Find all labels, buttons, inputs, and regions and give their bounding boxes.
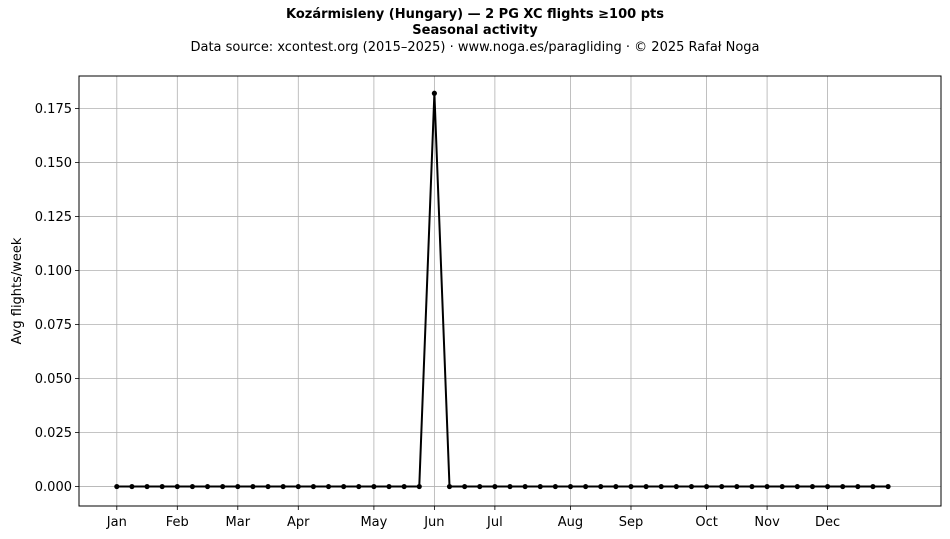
data-point-week-11 [280, 483, 286, 490]
data-point-week-41 [734, 483, 740, 490]
data-point-week-31 [583, 483, 589, 490]
x-tick-label-mar: Mar [226, 515, 251, 530]
data-point-week-49 [855, 483, 861, 490]
y-tick-label: 0.000 [35, 480, 72, 495]
y-axis-label: Avg flights/week [10, 237, 25, 344]
data-point-week-12 [295, 483, 301, 490]
data-point-week-0 [114, 483, 120, 490]
data-point-week-23 [462, 483, 468, 490]
x-tick-label-dec: Dec [815, 515, 840, 530]
data-point-week-36 [658, 483, 664, 490]
y-tick-label: 0.075 [35, 318, 72, 333]
data-point-week-5 [189, 483, 196, 490]
x-tick-label-sep: Sep [619, 515, 644, 530]
data-point-week-13 [310, 483, 317, 490]
data-point-week-15 [341, 483, 347, 490]
data-point-week-46 [809, 483, 816, 490]
data-point-week-44 [779, 483, 785, 490]
data-point-week-47 [824, 483, 831, 490]
chart-title: Kozármisleny (Hungary) — 2 PG XC flights… [286, 7, 664, 22]
data-point-week-42 [749, 483, 755, 490]
data-point-week-37 [673, 483, 679, 490]
y-axis: 0.000 0.025 0.050 0.075 0.100 0.125 0.150 0.175 [35, 102, 79, 495]
data-point-week-33 [613, 483, 619, 490]
data-point-week-3 [159, 483, 165, 490]
data-point-week-14 [325, 483, 332, 490]
data-point-week-8 [235, 483, 241, 490]
y-tick-label: 0.125 [35, 210, 72, 225]
data-point-week-30 [567, 483, 574, 490]
data-point-week-18 [386, 483, 392, 490]
y-tick-label: 0.150 [35, 156, 72, 171]
data-point-week-34 [628, 483, 634, 490]
data-point-week-24 [477, 483, 483, 490]
data-point-week-51 [885, 483, 891, 490]
data-point-week-2 [144, 483, 150, 490]
data-point-week-50 [870, 483, 876, 490]
plot-frame [78, 75, 942, 507]
data-point-week-39 [703, 483, 710, 490]
data-point-week-32 [598, 483, 604, 490]
data-point-week-28 [537, 483, 543, 490]
data-point-week-9 [250, 483, 256, 490]
data-point-week-29 [552, 483, 558, 490]
x-tick-label-feb: Feb [166, 515, 189, 530]
data-point-week-27 [522, 483, 528, 490]
data-point-week-17 [371, 483, 377, 490]
data-point-week-48 [840, 483, 846, 490]
grid-lines [79, 76, 941, 506]
series-line [116, 93, 889, 488]
data-point-week-21 [431, 90, 437, 96]
x-tick-label-jul: Jul [486, 515, 503, 530]
x-tick-label-jun: Jun [423, 515, 444, 530]
x-tick-label-nov: Nov [754, 515, 780, 530]
chart-title-line2: Seasonal activity [412, 23, 538, 38]
x-tick-label-apr: Apr [287, 515, 310, 530]
x-tick-label-may: May [360, 515, 387, 530]
y-tick-label: 0.025 [35, 426, 72, 441]
data-point-week-20 [416, 483, 422, 490]
data-point-week-26 [507, 483, 513, 490]
y-tick-label: 0.100 [35, 264, 72, 279]
data-point-week-43 [764, 483, 770, 490]
data-point-week-25 [492, 483, 498, 490]
x-tick-label-jan: Jan [106, 515, 127, 530]
data-point-week-40 [719, 483, 725, 490]
data-point-week-35 [643, 483, 649, 490]
x-tick-label-oct: Oct [695, 515, 717, 530]
data-point-week-22 [446, 483, 453, 490]
data-point-week-6 [204, 483, 211, 490]
data-point-week-1 [129, 483, 135, 490]
data-point-week-10 [265, 483, 271, 490]
data-point-week-16 [356, 483, 362, 490]
chart-subtitle: Data source: xcontest.org (2015–2025) · … [190, 40, 760, 55]
x-tick-label-aug: Aug [558, 515, 583, 530]
data-point-week-19 [401, 483, 407, 490]
data-point-week-4 [174, 483, 180, 490]
data-point-week-7 [220, 483, 226, 490]
chart-title-block: Kozármisleny (Hungary) — 2 PG XC flights… [0, 7, 950, 57]
data-point-week-38 [688, 483, 695, 490]
data-point-week-45 [794, 483, 800, 490]
x-axis: Jan Feb Mar Apr May Jun Jul Aug Sep Oct Nov Dec [106, 506, 840, 530]
series-layer [114, 90, 891, 490]
y-tick-label: 0.175 [35, 102, 72, 117]
y-tick-label: 0.050 [35, 372, 72, 387]
